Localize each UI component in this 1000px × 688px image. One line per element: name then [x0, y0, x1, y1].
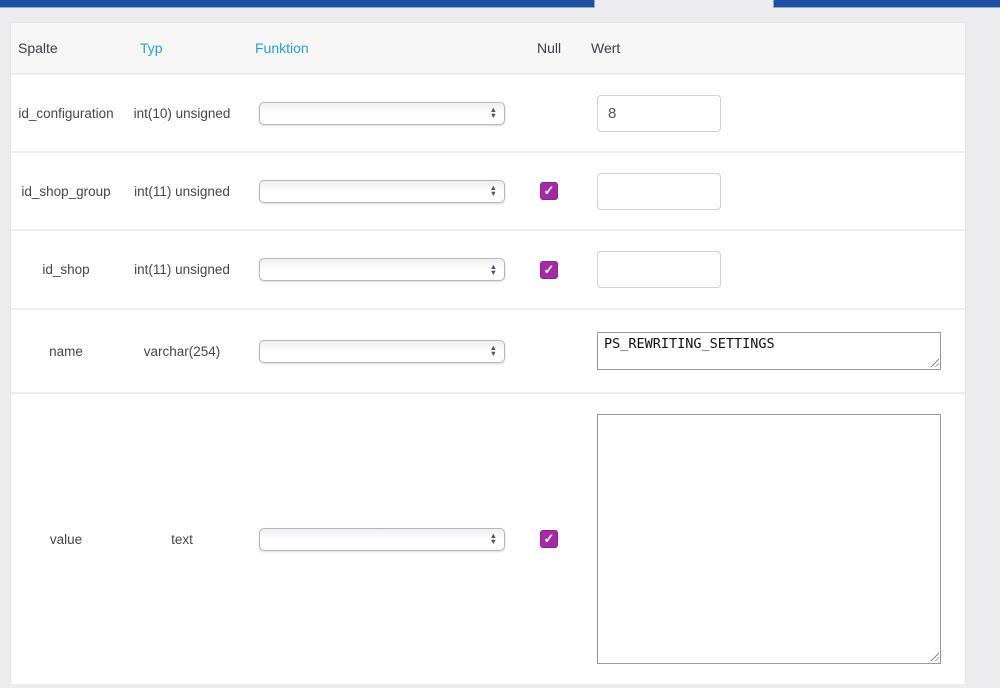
- column-type: int(11) unsigned: [134, 183, 230, 199]
- value-textarea[interactable]: [597, 414, 941, 664]
- column-type-cell: int(11) unsigned: [121, 153, 243, 229]
- table-row: value text ▲ ▼ ✓: [11, 392, 965, 684]
- null-cell: ✓: [521, 394, 577, 684]
- null-cell: [521, 75, 577, 151]
- select-arrows-icon: ▲ ▼: [489, 105, 497, 120]
- function-cell: ▲ ▼: [243, 231, 521, 308]
- function-cell: ▲ ▼: [243, 310, 521, 392]
- column-name: id_shop_group: [21, 183, 111, 199]
- header-spalte: Spalte: [18, 40, 58, 56]
- function-select[interactable]: ▲ ▼: [259, 527, 505, 551]
- top-tab-strip-right: [773, 0, 1000, 8]
- null-cell: ✓: [521, 231, 577, 308]
- column-type: varchar(254): [143, 343, 221, 359]
- checkmark-icon: ✓: [543, 531, 555, 546]
- column-type-cell: int(10) unsigned: [121, 75, 243, 151]
- null-checkbox[interactable]: ✓: [540, 260, 558, 279]
- column-name-cell: value: [11, 394, 121, 684]
- column-type-cell: text: [121, 394, 243, 684]
- header-typ-link[interactable]: Typ: [140, 40, 163, 56]
- value-input[interactable]: [597, 94, 721, 132]
- value-cell: PS_REWRITING_SETTINGS: [577, 310, 965, 392]
- column-name-cell: id_shop: [11, 231, 121, 308]
- value-input[interactable]: [597, 251, 721, 288]
- top-tab-strip-left: [0, 0, 595, 8]
- value-textarea[interactable]: PS_REWRITING_SETTINGS: [597, 332, 941, 370]
- function-select[interactable]: ▲ ▼: [259, 101, 505, 125]
- table-row: id_shop_group int(11) unsigned ▲ ▼ ✓: [11, 151, 965, 229]
- null-cell: ✓: [521, 153, 577, 229]
- function-select[interactable]: ▲ ▼: [259, 339, 505, 363]
- column-header-row: Spalte Typ Funktion Null Wert: [11, 23, 965, 73]
- function-select[interactable]: ▲ ▼: [259, 179, 505, 203]
- value-cell: [577, 394, 965, 684]
- function-cell: ▲ ▼: [243, 75, 521, 151]
- column-name-cell: id_shop_group: [11, 153, 121, 229]
- value-cell: [577, 153, 965, 229]
- header-null: Null: [537, 40, 562, 56]
- value-cell: [577, 231, 965, 308]
- select-arrows-icon: ▲ ▼: [489, 531, 497, 546]
- table-row: id_shop int(11) unsigned ▲ ▼ ✓: [11, 229, 965, 308]
- select-arrows-icon: ▲ ▼: [489, 343, 497, 358]
- checkmark-icon: ✓: [543, 183, 555, 198]
- header-funktion-link[interactable]: Funktion: [255, 40, 309, 56]
- function-cell: ▲ ▼: [243, 153, 521, 229]
- column-type-cell: varchar(254): [121, 310, 243, 392]
- column-type: text: [171, 531, 193, 547]
- column-name: name: [49, 343, 83, 359]
- column-name: id_shop: [42, 262, 90, 277]
- column-name-cell: id_configuration: [11, 75, 121, 151]
- function-cell: ▲ ▼: [243, 394, 521, 684]
- value-cell: [577, 75, 965, 151]
- header-wert: Wert: [591, 40, 621, 56]
- column-type: int(10) unsigned: [133, 105, 231, 121]
- value-textarea-wrap: PS_REWRITING_SETTINGS: [597, 332, 941, 370]
- select-arrows-icon: ▲ ▼: [489, 183, 497, 198]
- column-type-cell: int(11) unsigned: [121, 231, 243, 308]
- column-name: value: [49, 531, 83, 547]
- column-type: int(11) unsigned: [134, 262, 230, 277]
- value-input[interactable]: [597, 172, 721, 210]
- select-arrows-icon: ▲ ▼: [489, 261, 497, 277]
- table-row: id_configuration int(10) unsigned ▲ ▼: [11, 73, 965, 151]
- value-textarea-wrap: [597, 414, 941, 664]
- null-cell: [521, 310, 577, 392]
- column-name: id_configuration: [18, 105, 114, 121]
- column-name-cell: name: [11, 310, 121, 392]
- edit-row-form-card: Spalte Typ Funktion Null Wert id_configu…: [10, 22, 966, 684]
- table-row: name varchar(254) ▲ ▼ PS_REWRITING_SETTINGS: [11, 308, 965, 392]
- checkmark-icon: ✓: [543, 261, 555, 277]
- null-checkbox[interactable]: ✓: [540, 182, 558, 200]
- null-checkbox[interactable]: ✓: [540, 530, 558, 548]
- function-select[interactable]: ▲ ▼: [259, 258, 505, 281]
